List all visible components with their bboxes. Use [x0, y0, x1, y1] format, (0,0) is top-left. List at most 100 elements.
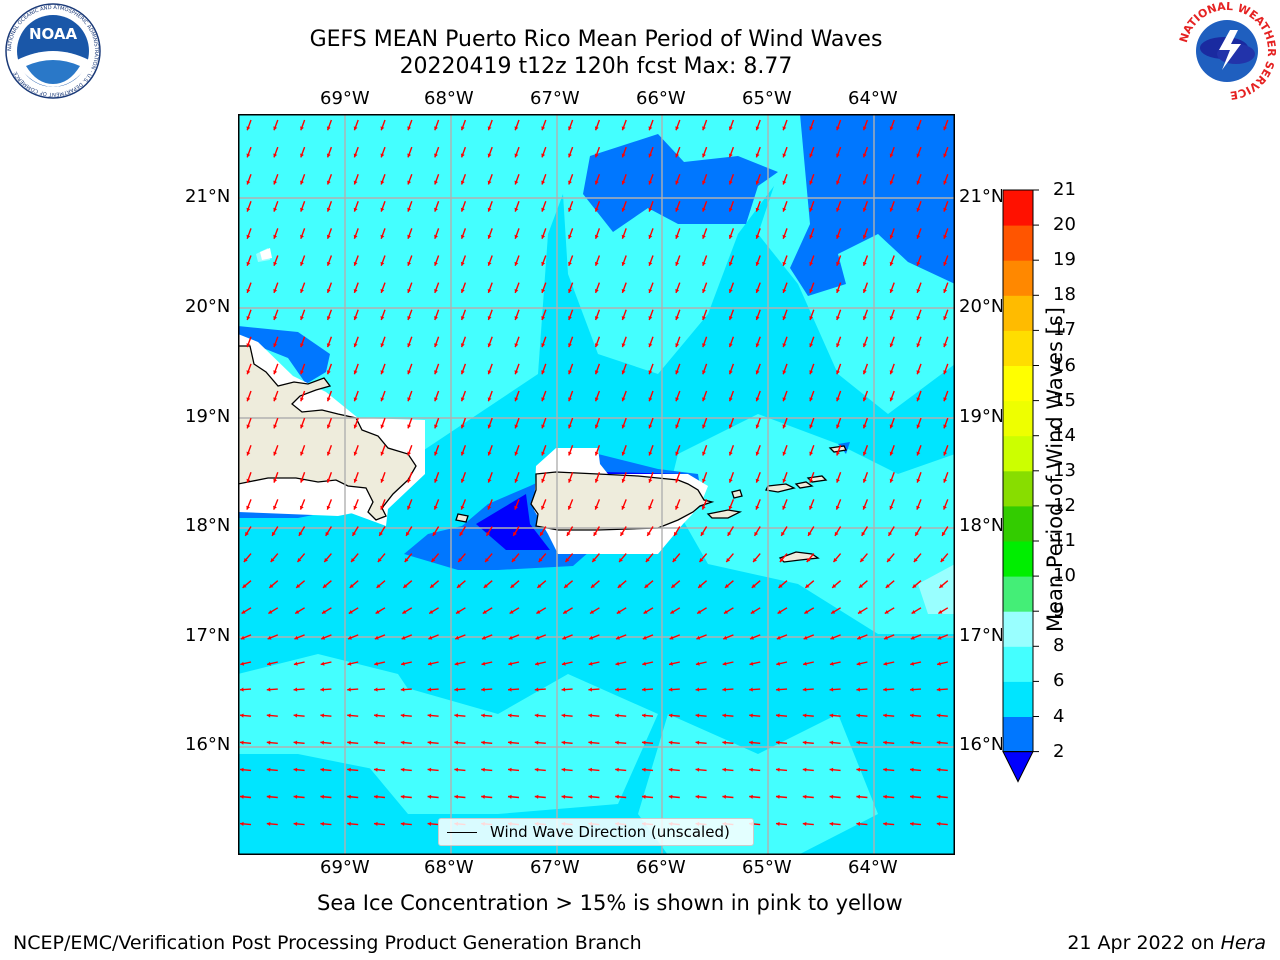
wind-wave-vector-head	[240, 635, 245, 640]
wind-wave-vector-head	[273, 316, 278, 320]
wind-wave-vector-head	[749, 713, 753, 718]
wind-wave-vector-head	[267, 635, 272, 640]
wind-wave-vector-head	[482, 610, 487, 614]
footer-branch: NCEP/EMC/Verification Post Processing Pr…	[13, 932, 642, 954]
wind-wave-vector-head	[434, 316, 438, 320]
wind-wave-vector-head	[347, 821, 351, 826]
wind-wave-vector-head	[300, 126, 304, 131]
wind-wave-vector-head	[434, 397, 438, 402]
wind-wave-vector-head	[668, 713, 673, 718]
wind-wave-vector-head	[889, 316, 894, 320]
wind-wave-vector-head	[434, 343, 438, 348]
wind-wave-vector-head	[943, 478, 948, 483]
wind-wave-vector-head	[698, 584, 703, 588]
lat-label: 20°N	[959, 296, 1005, 317]
wind-wave-vector-head	[755, 397, 760, 402]
wind-wave-vector-head	[588, 740, 592, 745]
wind-wave-vector-head	[293, 713, 298, 718]
wind-wave-vector-head	[889, 505, 894, 510]
colorbar-tick-label: 4	[1053, 705, 1065, 727]
wind-wave-vector-head	[910, 713, 914, 718]
wind-wave-vector-head	[755, 261, 760, 266]
wind-wave-vector-head	[728, 478, 733, 483]
wind-wave-vector-head	[885, 584, 890, 588]
wind-wave-vector-head	[272, 531, 276, 536]
wind-wave-vector-head	[836, 207, 840, 212]
wind-wave-vector-head	[809, 234, 814, 239]
wind-wave-vector-head	[487, 126, 492, 131]
wind-wave-vector-head	[648, 126, 653, 131]
wind-wave-vector-head	[621, 370, 626, 375]
wind-wave-vector-head	[246, 451, 251, 456]
wind-wave-vector-head	[460, 478, 465, 483]
wind-wave-vector-head	[374, 713, 378, 718]
wind-wave-vector-head	[942, 531, 946, 536]
wind-wave-vector-head	[648, 397, 653, 402]
wind-wave-vector-head	[856, 821, 860, 826]
wind-wave-vector-head	[776, 713, 780, 718]
wind-wave-vector-head	[407, 343, 412, 348]
wind-wave-vector-head	[534, 794, 539, 799]
wind-wave-vector-head	[514, 343, 519, 348]
wind-wave-vector-head	[568, 478, 572, 483]
wind-wave-vector-head	[514, 316, 519, 320]
wind-wave-vector-head	[943, 207, 948, 212]
wind-wave-vector-head	[695, 713, 700, 718]
wind-wave-vector-head	[936, 821, 941, 826]
wind-wave-vector-head	[347, 713, 351, 718]
wind-wave-vector-head	[725, 584, 729, 588]
wind-wave-vector-head	[642, 740, 646, 745]
wind-wave-vector-head	[300, 207, 304, 212]
lat-label: 21°N	[185, 186, 231, 207]
wind-wave-vector-head	[320, 713, 324, 718]
wind-wave-vector-head	[241, 610, 246, 614]
wind-wave-vector-head	[487, 424, 492, 429]
wind-wave-vector-head	[645, 558, 650, 562]
colorbar-under-extension	[1002, 751, 1034, 783]
wind-wave-vector-head	[481, 740, 485, 745]
wind-wave-vector-head	[407, 397, 412, 402]
wind-wave-vector-head	[457, 584, 461, 588]
wind-wave-vector-head	[401, 661, 405, 666]
wind-wave-vector-head	[326, 505, 331, 510]
wind-wave-vector-head	[594, 289, 599, 293]
wind-wave-vector-head	[621, 126, 626, 131]
vieques-island	[706, 509, 743, 519]
wind-wave-vector-head	[561, 767, 566, 772]
wind-wave-vector-head	[407, 478, 412, 483]
wind-wave-vector-head	[648, 370, 653, 375]
wind-wave-vector-head	[804, 610, 809, 614]
wind-wave-vector-head	[832, 584, 837, 588]
colorbar	[1002, 186, 1052, 786]
wind-wave-vector-head	[300, 289, 304, 293]
wind-wave-vector-head	[702, 153, 706, 158]
wind-wave-vector-head	[722, 661, 727, 666]
wind-wave-vector-head	[728, 234, 733, 239]
wind-wave-vector-head	[862, 370, 867, 375]
wind-wave-vector-head	[910, 740, 914, 745]
wind-wave-vector-head	[454, 713, 458, 718]
wind-wave-vector-head	[831, 610, 836, 614]
wind-wave-vector-head	[353, 289, 358, 293]
map-frame	[238, 114, 955, 855]
wind-wave-vector-head	[293, 687, 298, 692]
wind-wave-vector-head	[246, 397, 251, 402]
wind-wave-vector-head	[782, 261, 787, 266]
wind-wave-vector-head	[862, 478, 867, 483]
wind-wave-vector-head	[889, 397, 894, 402]
wind-wave-vector-head	[402, 610, 407, 614]
wind-wave-vector-head	[246, 505, 251, 510]
wind-wave-vector-head	[916, 316, 921, 320]
wind-wave-vector-head	[407, 370, 412, 375]
wind-wave-vector-head	[755, 370, 760, 375]
wind-wave-vector-head	[295, 610, 300, 614]
wind-wave-vector-head	[456, 610, 460, 614]
wind-wave-vector-head	[300, 478, 304, 483]
wind-wave-vector-head	[862, 289, 867, 293]
wind-wave-vector-head	[594, 451, 599, 456]
wind-wave-vector-head	[300, 316, 304, 320]
wind-wave-vector-head	[621, 180, 626, 185]
wind-wave-vector-head	[541, 207, 546, 212]
wind-wave-vector-head	[802, 740, 807, 745]
footer-date: 21 Apr 2022 on	[1067, 932, 1221, 954]
